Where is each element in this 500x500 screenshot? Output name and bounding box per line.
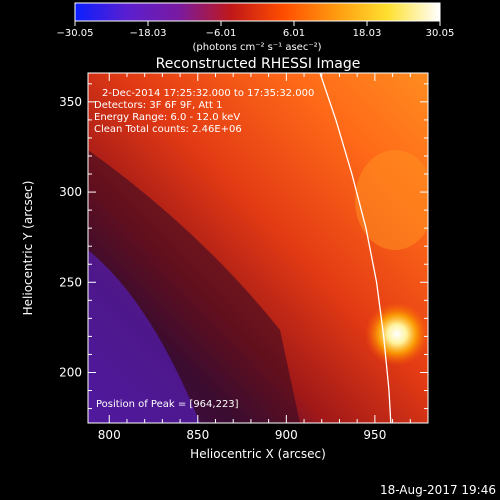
y-tick-label: 350	[59, 95, 82, 109]
colorbar-rect	[74, 2, 441, 22]
y-axis: 200 250 300 350	[59, 83, 428, 410]
colorbar: −30.05 −18.03 −6.01 6.01 18.03 30.05 (photons…	[56, 2, 454, 53]
x-axis: 800 850 900 950	[98, 73, 411, 442]
colorbar-tick-label: −30.05	[56, 28, 93, 39]
annotation-clean-counts: Clean Total counts: 2.46E+06	[94, 124, 242, 135]
colorbar-tick-label: 6.01	[283, 28, 305, 39]
x-tick-label: 800	[98, 428, 121, 442]
annotations: 2-Dec-2014 17:25:32.000 to 17:35:32.000 …	[94, 88, 314, 410]
x-tick-label: 900	[275, 428, 298, 442]
x-tick-label: 850	[186, 428, 209, 442]
x-tick-label: 950	[363, 428, 386, 442]
footer-timestamp: 18-Aug-2017 19:46	[380, 483, 496, 497]
colorbar-tick-label: −18.03	[129, 28, 166, 39]
colorbar-tick-label: 30.05	[426, 28, 455, 39]
colorbar-units: (photons cm⁻² s⁻¹ asec⁻²)	[192, 42, 321, 53]
heatmap-violet-region	[88, 250, 200, 423]
plot-frame	[87, 72, 429, 424]
colorbar-ticks: −30.05 −18.03 −6.01 6.01 18.03 30.05	[56, 21, 454, 39]
annotation-peak-position: Position of Peak = [964,223]	[96, 399, 239, 410]
y-tick-label: 300	[59, 185, 82, 199]
x-axis-label: Heliocentric X (arcsec)	[190, 447, 326, 461]
colorbar-tick-label: −6.01	[206, 28, 237, 39]
y-tick-label: 200	[59, 365, 82, 379]
heatmap-bright-region	[355, 150, 428, 250]
chart-title: Reconstructed RHESSI Image	[156, 56, 361, 72]
peak-source	[365, 302, 428, 366]
heatmap-image	[88, 73, 428, 423]
solar-limb-curve	[319, 73, 392, 423]
colorbar-tick-label: 18.03	[353, 28, 382, 39]
y-axis-label: Heliocentric Y (arcsec)	[21, 181, 35, 316]
annotation-energy-range: Energy Range: 6.0 - 12.0 keV	[94, 112, 240, 123]
annotation-time-range: 2-Dec-2014 17:25:32.000 to 17:35:32.000	[102, 88, 314, 99]
y-tick-label: 250	[59, 275, 82, 289]
annotation-detectors: Detectors: 3F 6F 9F, Att 1	[94, 100, 222, 111]
